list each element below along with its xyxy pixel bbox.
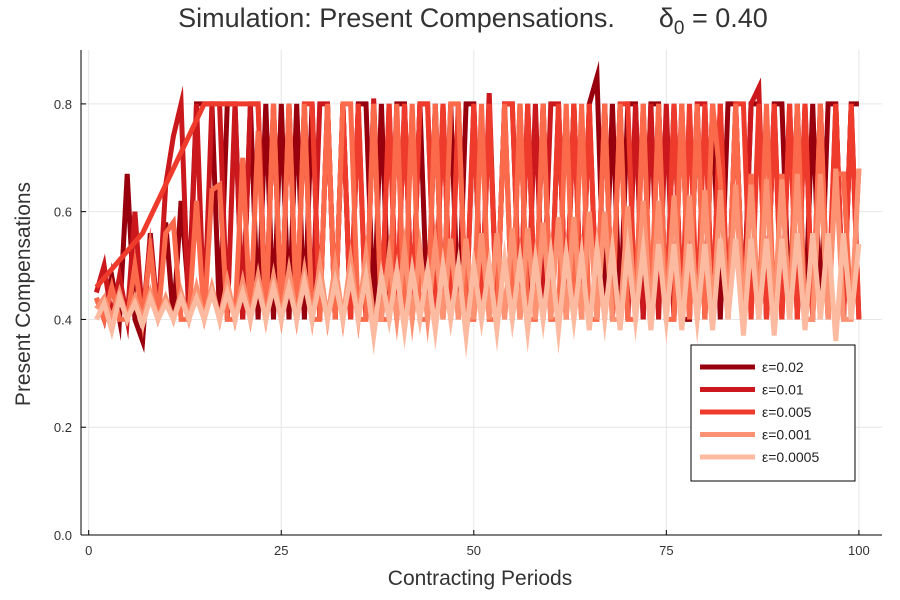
legend-label-1: ε=0.01: [762, 382, 804, 398]
chart-title-value: = 0.40: [685, 3, 768, 33]
y-tick-label-4: 0.8: [54, 97, 72, 112]
chart-title-subscript: 0: [674, 18, 685, 39]
legend-label-2: ε=0.005: [762, 404, 812, 420]
series-lines: [93, 60, 862, 359]
x-tick-label-4: 100: [848, 543, 870, 558]
legend-label-3: ε=0.001: [762, 427, 812, 443]
tick-labels: 0 25 50 75 100 0.0 0.2 0.4 0.6 0.8: [54, 97, 870, 558]
legend-label-0: ε=0.02: [762, 359, 804, 375]
legend-label-4: ε=0.0005: [762, 449, 819, 465]
chart-title-symbol: δ: [659, 3, 674, 33]
x-axis-label: Contracting Periods: [388, 567, 572, 590]
chart-title-main: Simulation: Present Compensations.: [178, 3, 615, 33]
series-line-5: [94, 224, 862, 359]
y-tick-label-3: 0.6: [54, 205, 72, 220]
x-tick-label-2: 50: [467, 543, 481, 558]
x-tick-label-0: 0: [85, 543, 92, 558]
axes: [80, 50, 882, 536]
x-tick-label-1: 25: [274, 543, 288, 558]
y-axis-label: Present Compensations: [12, 182, 35, 406]
y-tick-label-1: 0.2: [54, 420, 72, 435]
x-tick-label-3: 75: [659, 543, 673, 558]
y-tick-label-0: 0.0: [54, 528, 72, 543]
y-tick-label-2: 0.4: [54, 312, 72, 327]
legend: ε=0.02 ε=0.01 ε=0.005 ε=0.001 ε=0.0005: [690, 344, 856, 482]
chart-title: Simulation: Present Compensations. δ0 = 0…: [178, 3, 768, 39]
